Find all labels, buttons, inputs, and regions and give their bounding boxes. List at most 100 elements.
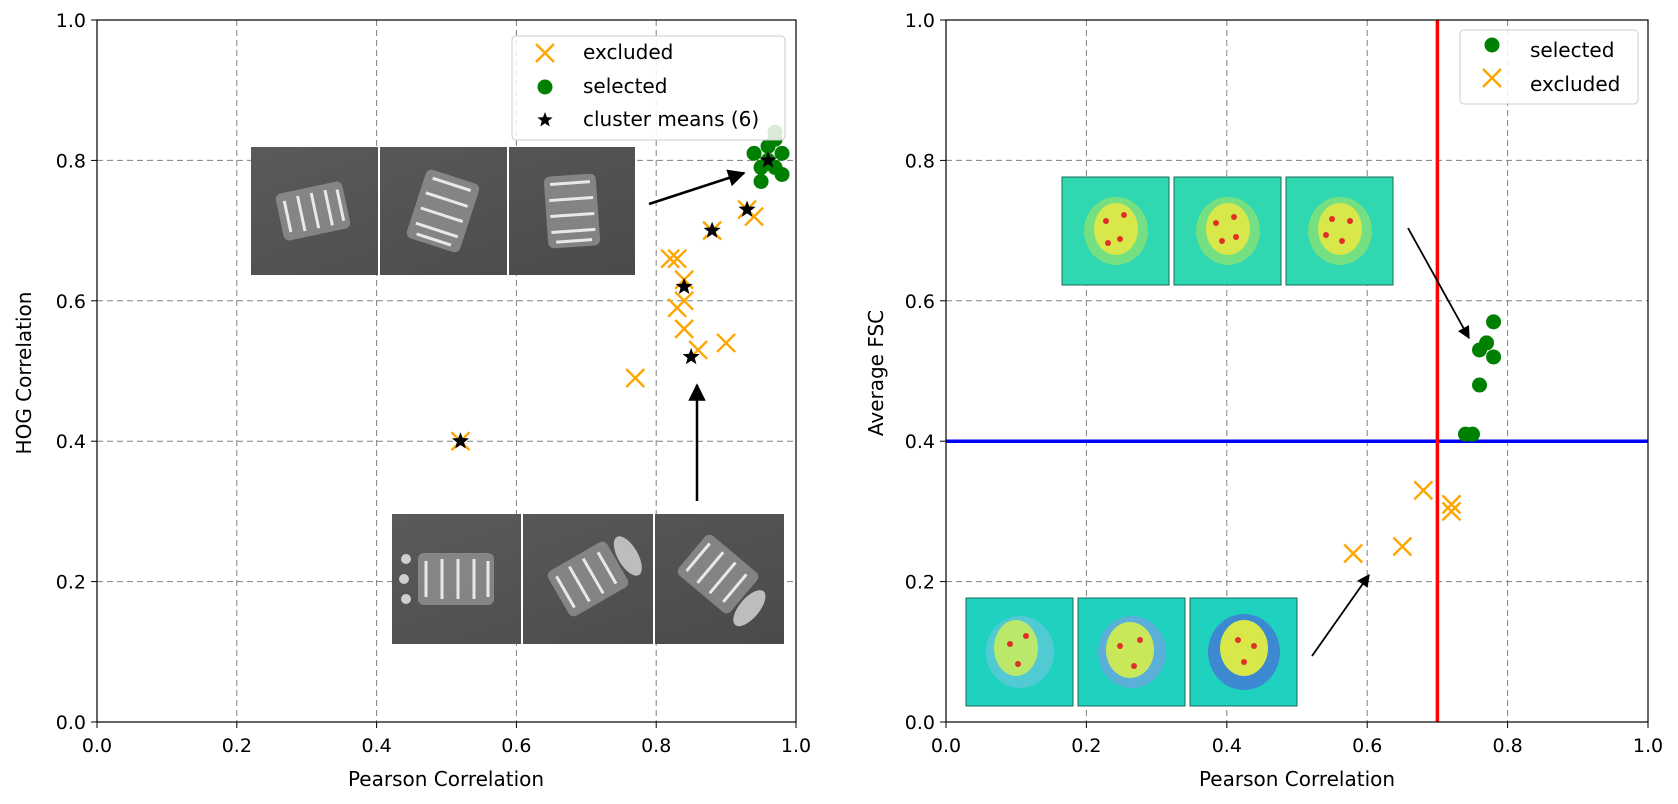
data-point-excluded — [716, 333, 736, 353]
em-strip-divider — [378, 147, 380, 275]
fsc-map-image — [1077, 597, 1186, 707]
annotation-arrow — [1407, 227, 1470, 340]
left-plot-frame — [96, 19, 797, 723]
y-tick-label: 0.0 — [905, 712, 935, 734]
em-strip-divider — [653, 514, 655, 644]
threshold-lines — [946, 20, 1648, 722]
data-point-excluded — [1441, 494, 1462, 515]
x-tick-label: 0.8 — [641, 735, 671, 757]
data-point-cluster-mean — [675, 277, 693, 295]
data-point-selected — [1486, 314, 1502, 330]
legend-label-selected: selected — [1530, 38, 1614, 62]
em-particle-image — [399, 553, 494, 605]
legend-label-excluded: excluded — [1530, 72, 1620, 96]
data-point-excluded — [1413, 480, 1434, 501]
data-point-cluster-mean — [738, 200, 756, 217]
left-legend: excluded selected cluster means (6) — [511, 35, 786, 141]
data-point-selected — [1472, 377, 1488, 393]
data-point-cluster-mean — [451, 432, 470, 449]
em-particle-image — [406, 169, 480, 253]
data-point-excluded — [1392, 536, 1413, 557]
legend-icons — [1482, 37, 1502, 88]
data-point-cluster-mean — [703, 221, 721, 238]
x-tick-label: 0.2 — [222, 735, 252, 757]
y-tick-label: 1.0 — [905, 10, 935, 32]
em-strip-divider — [507, 147, 509, 275]
data-point-excluded — [674, 290, 695, 311]
data-point-excluded — [1343, 543, 1364, 564]
em-particle-image — [677, 534, 766, 627]
x-tick-label: 0.8 — [1492, 735, 1522, 757]
em-particle-image — [543, 173, 601, 249]
fsc-map-image — [1285, 176, 1394, 286]
data-point-excluded — [660, 248, 681, 269]
data-point-cluster-mean — [682, 347, 700, 365]
right-data-marks — [1343, 314, 1502, 564]
left-ticks: 0.0 0.2 0.4 0.6 0.8 1.0 0.0 0.2 0.4 0.6 0.8 1.0 — [56, 10, 811, 757]
y-tick-label: 0.4 — [905, 431, 935, 453]
x-tick-label: 0.6 — [501, 735, 531, 757]
legend-box — [1459, 29, 1639, 105]
data-point-excluded — [674, 319, 695, 339]
data-point-selected — [746, 145, 762, 161]
y-tick-label: 0.6 — [56, 291, 86, 313]
fsc-map-image — [965, 597, 1074, 707]
data-point-excluded — [625, 368, 646, 388]
left-data-marks — [450, 124, 790, 452]
right-y-axis-label: Average FSC — [864, 310, 888, 436]
data-point-cluster-mean — [759, 151, 777, 168]
data-point-excluded — [667, 248, 688, 269]
y-tick-label: 1.0 — [56, 10, 86, 32]
em-strip-divider — [521, 514, 523, 644]
em-class-average-strip-bottom — [392, 514, 784, 644]
data-point-selected — [1486, 349, 1502, 365]
left-y-axis-label: HOG Correlation — [12, 292, 36, 455]
y-tick-label: 0.2 — [56, 572, 86, 594]
annotation-arrow — [1311, 573, 1370, 657]
x-tick-label: 0.0 — [82, 735, 112, 757]
x-tick-label: 0.4 — [1212, 735, 1242, 757]
fsc-map-strip-bottom — [965, 597, 1298, 707]
right-legend: selected excluded — [1459, 29, 1639, 105]
hog-vs-pearson-chart: 0.0 0.2 0.4 0.6 0.8 1.0 0.0 0.2 0.4 0.6 0.8 1.0 — [12, 10, 811, 791]
y-tick-label: 0.6 — [905, 291, 935, 313]
legend-label-selected: selected — [583, 74, 667, 98]
x-tick-label: 0.0 — [931, 735, 961, 757]
em-class-average-strip-top — [251, 147, 635, 275]
left-x-axis-label: Pearson Correlation — [348, 767, 544, 791]
fsc-map-strip-top — [1061, 176, 1394, 286]
legend-label-excluded: excluded — [583, 40, 673, 64]
x-tick-label: 0.6 — [1352, 735, 1382, 757]
legend-icon-cluster-mean — [537, 112, 553, 127]
em-particle-image — [547, 536, 642, 617]
fsc-map-image — [1189, 597, 1298, 707]
legend-box — [511, 35, 786, 141]
y-tick-label: 0.8 — [56, 150, 86, 172]
right-x-axis-label: Pearson Correlation — [1199, 767, 1395, 791]
legend-icon-selected — [1484, 37, 1500, 53]
legend-icons — [535, 43, 555, 127]
x-tick-label: 0.4 — [361, 735, 391, 757]
right-ticks: 0.0 0.2 0.4 0.6 0.8 1.0 0.0 0.2 0.4 0.6 0.8 1.0 — [905, 10, 1663, 757]
legend-icon-excluded — [535, 43, 555, 63]
data-point-selected — [1479, 335, 1495, 351]
legend-icon-selected — [537, 79, 553, 95]
data-point-selected — [1465, 426, 1480, 442]
right-plot-frame — [945, 19, 1649, 723]
data-point-selected — [774, 145, 790, 161]
y-tick-label: 0.8 — [905, 150, 935, 172]
annotation-arrow — [648, 169, 746, 206]
legend-icon-excluded — [1482, 68, 1502, 88]
x-tick-label: 1.0 — [1633, 735, 1663, 757]
y-tick-label: 0.4 — [56, 431, 86, 453]
data-point-excluded — [1441, 501, 1462, 522]
x-tick-label: 1.0 — [781, 735, 811, 757]
fsc-map-image — [1173, 176, 1282, 286]
fsc-map-image — [1061, 176, 1170, 286]
fsc-vs-pearson-chart: 0.0 0.2 0.4 0.6 0.8 1.0 0.0 0.2 0.4 0.6 0.8 1.0 — [864, 10, 1663, 791]
y-tick-label: 0.0 — [56, 712, 86, 734]
y-tick-label: 0.2 — [905, 572, 935, 594]
legend-label-cluster-means: cluster means (6) — [583, 107, 759, 131]
